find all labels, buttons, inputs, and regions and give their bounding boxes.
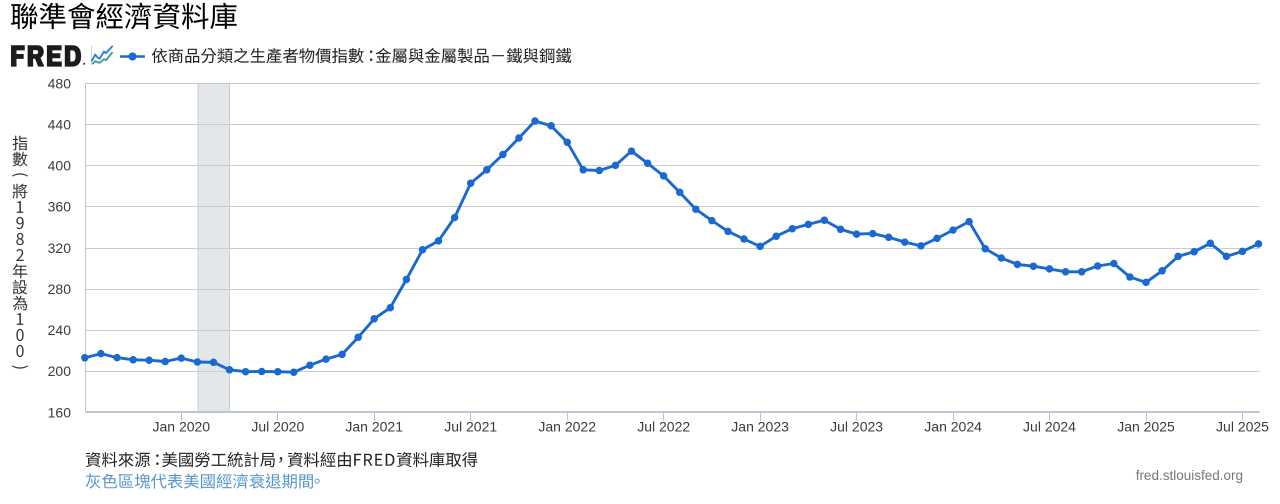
svg-text:Jul 2023: Jul 2023 xyxy=(830,419,883,435)
svg-text:Jan 2023: Jan 2023 xyxy=(731,419,789,435)
svg-text:Jul 2025: Jul 2025 xyxy=(1216,419,1269,435)
svg-text:440: 440 xyxy=(48,116,72,132)
svg-text:Jul 2024: Jul 2024 xyxy=(1023,419,1076,435)
svg-text:360: 360 xyxy=(48,199,72,215)
svg-text:Jul 2022: Jul 2022 xyxy=(637,419,690,435)
svg-text:Jan 2020: Jan 2020 xyxy=(152,419,210,435)
svg-text:Jul 2021: Jul 2021 xyxy=(444,419,497,435)
svg-text:160: 160 xyxy=(48,404,72,420)
svg-text:200: 200 xyxy=(48,363,72,379)
svg-text:Jul 2020: Jul 2020 xyxy=(251,419,304,435)
svg-text:400: 400 xyxy=(48,158,72,174)
svg-text:fred.stlouisfed.org: fred.stlouisfed.org xyxy=(1136,468,1243,483)
svg-text:320: 320 xyxy=(48,240,72,256)
svg-text:280: 280 xyxy=(48,281,72,297)
svg-text:Jan 2021: Jan 2021 xyxy=(345,419,403,435)
svg-text:240: 240 xyxy=(48,322,72,338)
svg-text:480: 480 xyxy=(48,75,72,91)
svg-text:Jan 2024: Jan 2024 xyxy=(924,419,982,435)
svg-text:Jan 2022: Jan 2022 xyxy=(538,419,596,435)
svg-text:Jan 2025: Jan 2025 xyxy=(1117,419,1175,435)
